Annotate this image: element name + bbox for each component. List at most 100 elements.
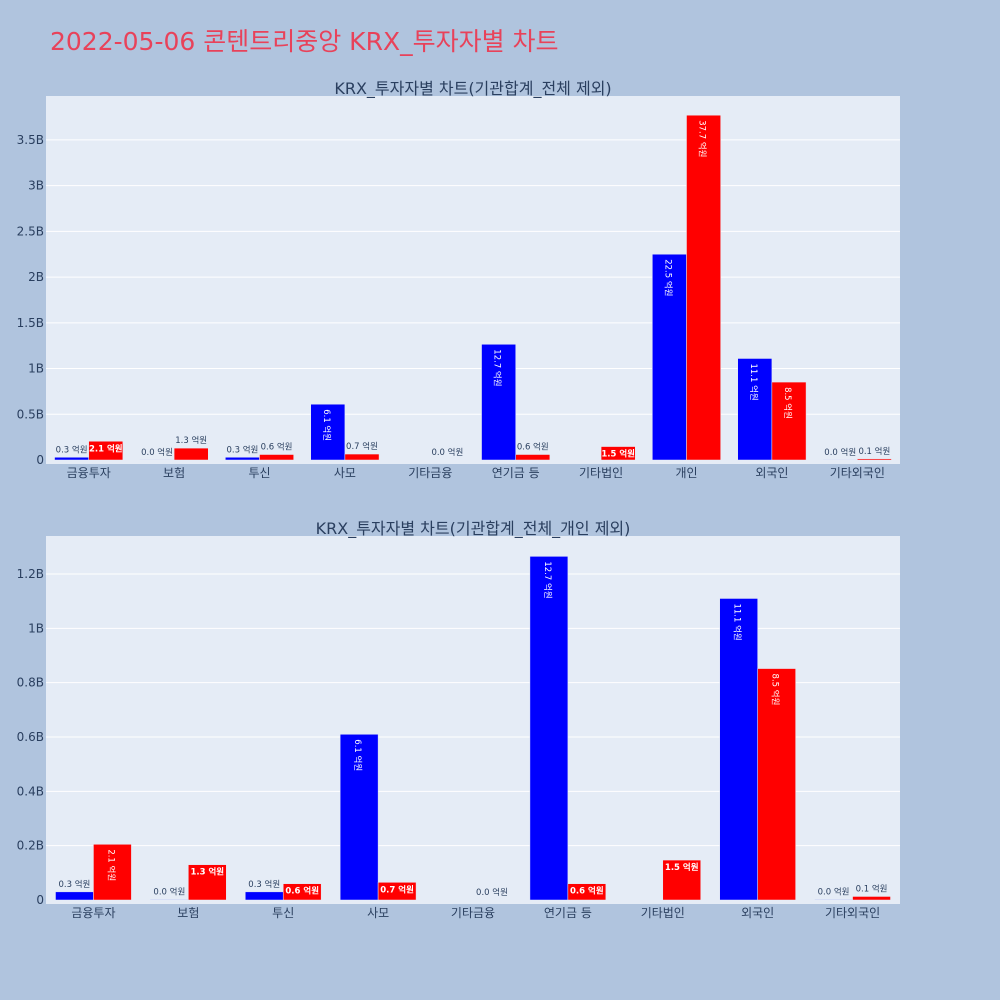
- y-tick-label: 0.2B: [17, 839, 44, 853]
- buy-bar: [150, 899, 189, 901]
- sell-bar: [259, 454, 294, 461]
- x-tick-label: 연기금 등: [492, 466, 540, 480]
- x-tick-label: 기타법인: [579, 466, 623, 480]
- data-label: 0.0 억원: [818, 886, 850, 897]
- y-tick-label: 0.4B: [17, 784, 44, 798]
- y-tick-label: 0: [36, 453, 44, 467]
- data-label: 0.0 억원: [476, 887, 508, 898]
- sell-bar: [344, 453, 380, 461]
- data-label: 0.1 억원: [856, 883, 888, 894]
- sell-bar: [93, 844, 132, 901]
- sell-bar: [757, 668, 796, 901]
- x-tick-label: 기타금융: [451, 906, 495, 920]
- buy-bar: [225, 457, 260, 461]
- buy-bar: [339, 734, 379, 901]
- y-tick-label: 1.2B: [17, 567, 44, 581]
- y-tick-label: 3B: [28, 179, 44, 193]
- x-tick-label: 기타외국인: [830, 466, 885, 480]
- data-label: 22.5 억원: [662, 259, 673, 296]
- y-tick-label: 0.6B: [17, 730, 44, 744]
- sell-bar: [567, 883, 607, 901]
- sell-bar: [600, 446, 636, 461]
- sell-bar: [88, 441, 124, 461]
- x-tick-label: 금융투자: [71, 906, 115, 920]
- data-label: 0.6 억원: [517, 442, 549, 453]
- data-label: 1.5 억원: [601, 449, 635, 460]
- data-label: 1.5 억원: [665, 862, 699, 873]
- data-label: 11.1 억원: [732, 603, 743, 640]
- data-label: 0.0 억원: [824, 447, 856, 458]
- data-label: 2.1 억원: [89, 443, 123, 454]
- chart-title: KRX_투자자별 차트(기관합계_전체 제외): [334, 79, 611, 99]
- data-label: 37.7 억원: [697, 120, 708, 157]
- data-label: 1.3 억원: [175, 435, 207, 446]
- data-label: 0.3 억원: [248, 879, 280, 890]
- data-label: 0.3 억원: [226, 444, 258, 455]
- x-tick-label: 개인: [675, 466, 697, 480]
- y-tick-label: 2.5B: [17, 224, 44, 238]
- sell-bar: [173, 447, 209, 461]
- x-tick-label: 외국인: [741, 906, 774, 920]
- y-tick-label: 1B: [28, 621, 44, 635]
- x-tick-label: 사모: [367, 906, 389, 920]
- x-tick-label: 사모: [334, 466, 356, 480]
- x-tick-label: 외국인: [755, 466, 788, 480]
- sell-bar: [515, 454, 551, 461]
- data-label: 0.7 억원: [380, 884, 414, 895]
- x-tick-label: 기타법인: [641, 906, 685, 920]
- y-tick-label: 0.5B: [17, 407, 44, 421]
- data-label: 1.3 억원: [190, 867, 224, 878]
- buy-bar: [737, 358, 773, 461]
- x-tick-label: 투신: [248, 466, 270, 480]
- buy-bar: [652, 253, 687, 461]
- buy-bar: [529, 556, 569, 901]
- buy-bar: [310, 403, 346, 461]
- data-label: 12.7 억원: [492, 349, 503, 386]
- data-label: 0.0 억원: [141, 447, 173, 458]
- x-tick-label: 연기금 등: [544, 906, 592, 920]
- y-tick-label: 1.5B: [17, 316, 44, 330]
- chart-2: 0 0.2B 0.4B 0.6B 0.8B 1B 1.2B KRX_투자자별 차트(기관합계_…: [17, 519, 900, 920]
- x-tick-label: 투신: [272, 906, 294, 920]
- data-label: 12.7 억원: [542, 561, 553, 598]
- data-label: 0.0 억원: [431, 447, 463, 458]
- data-label: 0.6 억원: [285, 886, 319, 897]
- buy-bar: [481, 344, 516, 461]
- x-tick-label: 기타외국인: [825, 906, 880, 920]
- data-label: 6.1 억원: [352, 739, 363, 771]
- buy-bar: [814, 899, 853, 901]
- data-label: 0.0 억원: [153, 886, 185, 897]
- buy-bar: [245, 891, 284, 901]
- data-label: 2.1 억원: [105, 849, 116, 881]
- x-tick-label: 보험: [177, 906, 199, 920]
- data-label: 0.7 억원: [346, 441, 378, 452]
- data-label: 0.6 억원: [570, 886, 604, 897]
- data-label: 6.1 억원: [321, 409, 332, 441]
- buy-bar: [55, 891, 94, 901]
- y-tick-label: 3.5B: [17, 133, 44, 147]
- chart-1: 0 0.5B 1B 1.5B 2B 2.5B 3B 3.5B KRX_투자자별 차트(기관합계_…: [17, 79, 900, 480]
- data-label: 8.5 억원: [782, 387, 793, 419]
- data-label: 0.3 억원: [56, 444, 88, 455]
- page-title: 2022-05-06 콘텐트리중앙 KRX_투자자별 차트: [50, 27, 559, 56]
- y-tick-label: 1B: [28, 362, 44, 376]
- y-tick-label: 0: [36, 893, 44, 907]
- sell-bar: [282, 883, 322, 901]
- data-label: 0.6 억원: [261, 442, 293, 453]
- sell-bar: [662, 859, 701, 901]
- data-label: 11.1 억원: [748, 363, 759, 400]
- buy-bar: [719, 598, 758, 901]
- sell-bar: [771, 381, 807, 461]
- data-label: 0.3 억원: [59, 879, 91, 890]
- sell-bar: [852, 896, 891, 901]
- sell-bar: [686, 114, 721, 461]
- data-label: 8.5 억원: [770, 674, 781, 706]
- x-tick-label: 기타금융: [408, 466, 452, 480]
- chart-title: KRX_투자자별 차트(기관합계_전체_개인 제외): [316, 519, 631, 539]
- data-label: 0.1 억원: [858, 446, 890, 457]
- y-tick-label: 0.8B: [17, 676, 44, 690]
- sell-bar: [377, 882, 417, 901]
- x-tick-label: 금융투자: [67, 466, 111, 480]
- x-tick-label: 보험: [163, 466, 185, 480]
